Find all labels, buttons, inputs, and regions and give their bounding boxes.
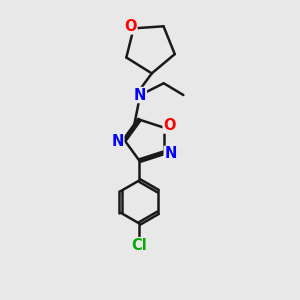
Text: N: N <box>164 146 177 161</box>
Text: O: O <box>124 19 137 34</box>
Text: N: N <box>134 88 146 103</box>
Text: N: N <box>111 134 124 149</box>
Text: Cl: Cl <box>131 238 147 253</box>
Text: O: O <box>163 118 176 133</box>
